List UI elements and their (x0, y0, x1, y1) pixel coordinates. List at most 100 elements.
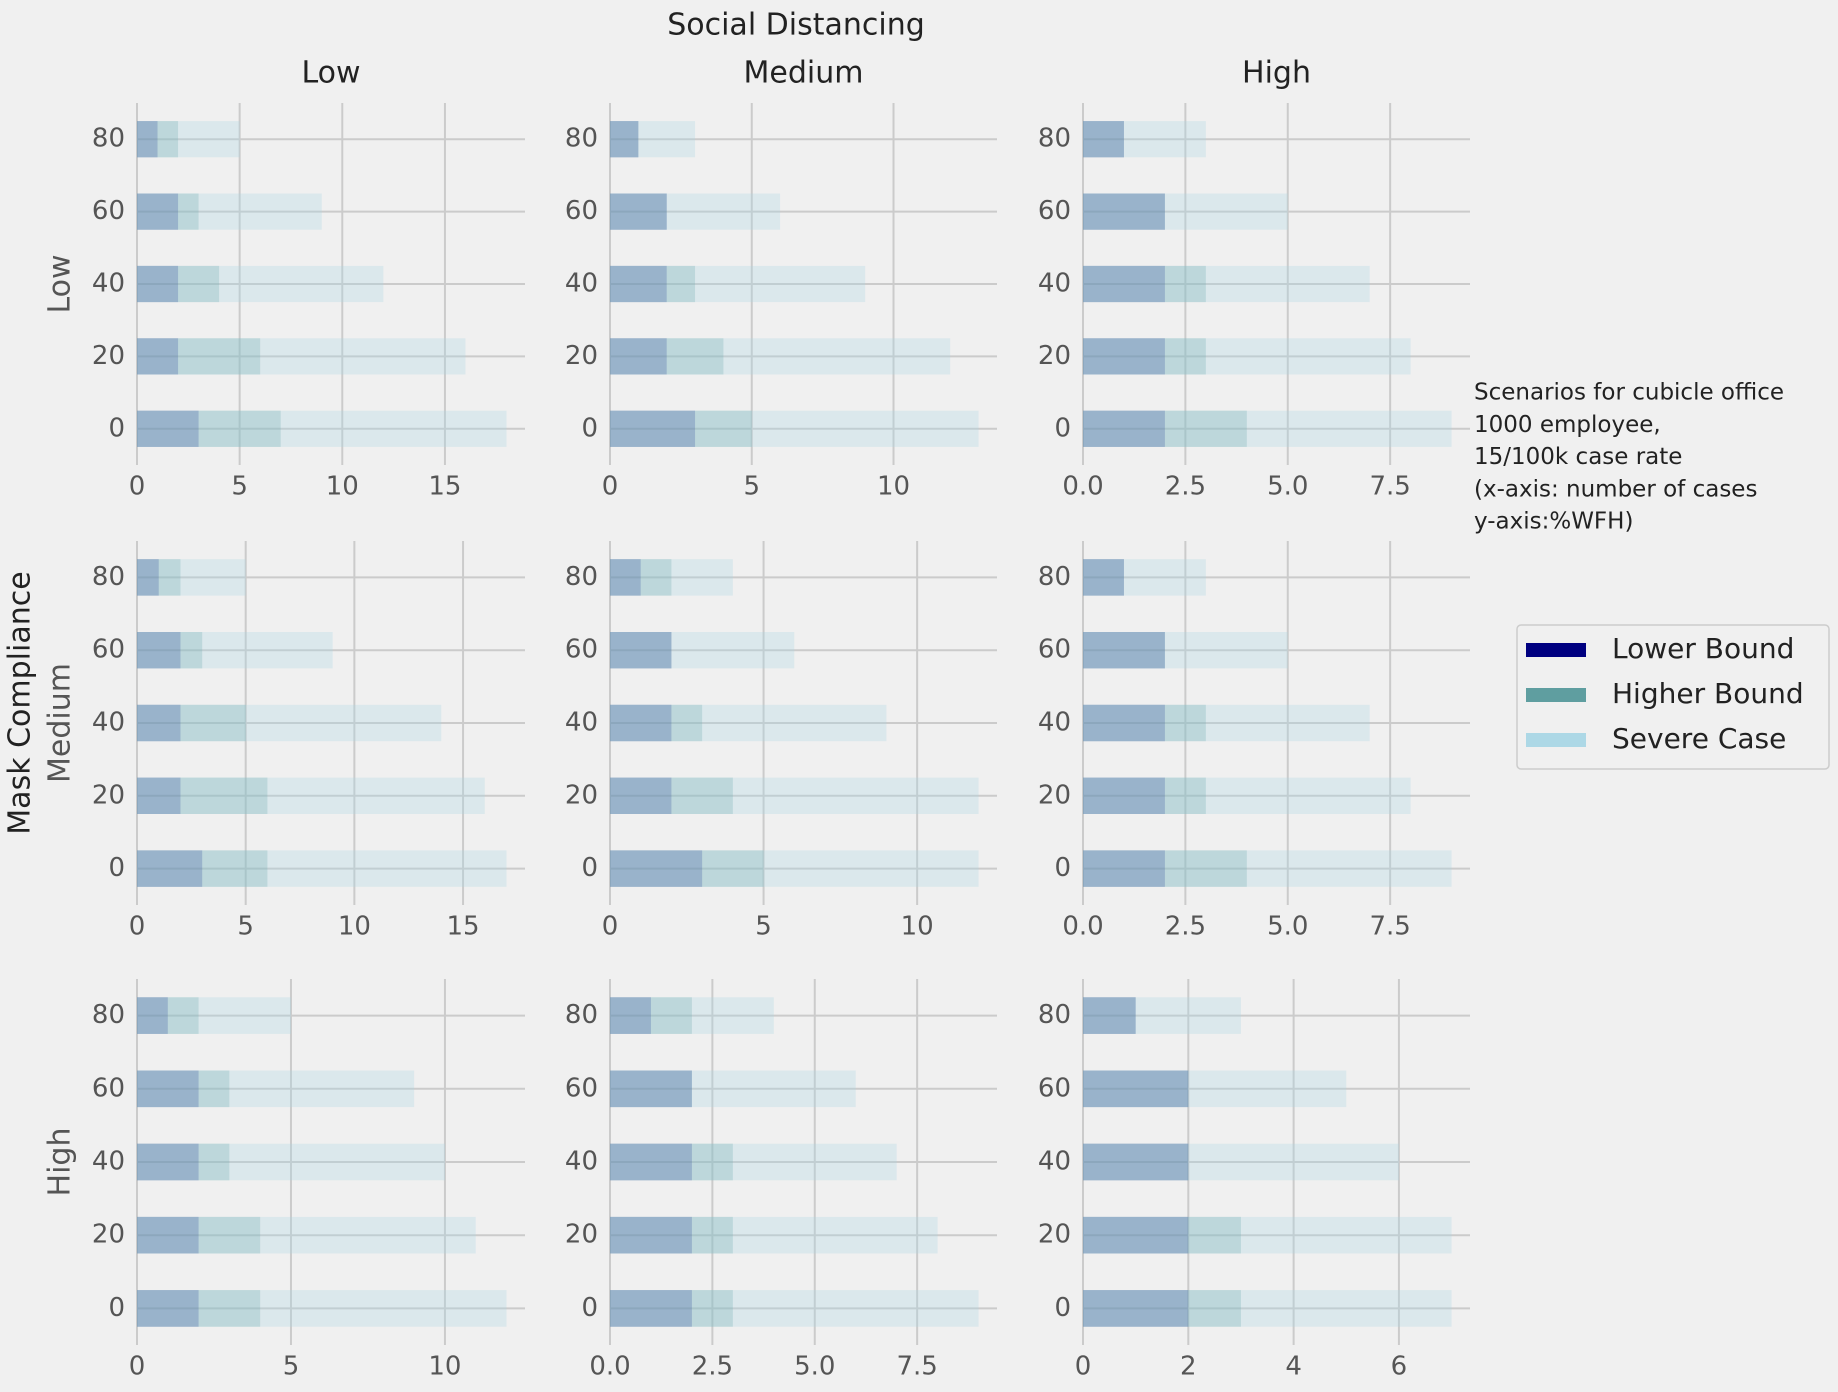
bar (610, 410, 752, 447)
y-tick-label: 0 (1054, 413, 1071, 443)
bar (1083, 410, 1165, 447)
y-tick-label: 60 (92, 196, 125, 226)
y-tick-label: 60 (1038, 1073, 1071, 1103)
bar (1083, 193, 1165, 230)
bar (610, 997, 651, 1034)
x-tick-label: 2.5 (1165, 912, 1206, 942)
legend-swatch (1526, 688, 1586, 702)
bar (1083, 338, 1206, 375)
bar (1083, 193, 1288, 230)
y-tick-label: 60 (565, 635, 598, 665)
bar (1083, 1216, 1189, 1254)
bar (1083, 1290, 1241, 1327)
y-tick-label: 0 (108, 1293, 125, 1323)
bar (1083, 1143, 1189, 1181)
bar (1083, 1143, 1399, 1181)
bar (610, 632, 672, 669)
bar (1083, 265, 1206, 303)
column-title: Medium (744, 56, 864, 91)
column-title: High (1242, 56, 1311, 91)
x-tick-label: 2.5 (1165, 472, 1206, 502)
bar (610, 1290, 733, 1327)
x-tick-label: 0 (1075, 1352, 1092, 1382)
y-tick-label: 40 (565, 269, 598, 299)
x-tick-label: 7.5 (1369, 472, 1410, 502)
x-tick-label: 2.5 (692, 1352, 733, 1382)
y-tick-label: 60 (1038, 196, 1071, 226)
bar (1083, 1216, 1452, 1254)
y-tick-label: 80 (1038, 562, 1071, 592)
y-tick-label: 80 (565, 562, 598, 592)
bar (137, 410, 199, 447)
x-tick-label: 15 (447, 912, 480, 942)
legend-box (1516, 624, 1830, 770)
y-tick-label: 60 (565, 196, 598, 226)
bar (610, 1070, 856, 1108)
y-tick-label: 60 (565, 1073, 598, 1103)
bar (610, 777, 979, 814)
y-tick-label: 20 (565, 341, 598, 371)
y-tick-label: 80 (1038, 1000, 1071, 1030)
y-tick-label: 20 (92, 341, 125, 371)
bar (610, 850, 703, 887)
bar (137, 121, 158, 158)
bar (1083, 559, 1124, 596)
bar (1083, 1070, 1189, 1108)
bar (137, 559, 159, 596)
annotation: 1000 employee, (1474, 412, 1661, 438)
bar (1083, 850, 1165, 887)
bar (1083, 1290, 1189, 1327)
bar (1083, 632, 1288, 669)
x-tick-label: 7.5 (896, 1352, 937, 1382)
y-tick-label: 60 (1038, 635, 1071, 665)
y-tick-label: 60 (92, 1073, 125, 1103)
bar (1083, 121, 1124, 158)
bar (137, 338, 261, 375)
x-tick-label: 10 (338, 912, 371, 942)
bar (1083, 777, 1411, 814)
bar (1083, 1290, 1452, 1327)
y-tick-label: 20 (92, 1220, 125, 1250)
x-tick-label: 10 (428, 1352, 461, 1382)
bar (137, 265, 179, 303)
bar (137, 559, 246, 596)
row-title: High (43, 1128, 78, 1197)
y-tick-label: 80 (1038, 124, 1071, 154)
y-tick-label: 40 (1038, 708, 1071, 738)
y-tick-label: 40 (565, 708, 598, 738)
bar (1083, 338, 1165, 375)
y-tick-label: 40 (1038, 1147, 1071, 1177)
x-tick-label: 5 (743, 472, 760, 502)
y-tick-label: 20 (1038, 1220, 1071, 1250)
bar (137, 850, 268, 887)
x-tick-label: 0 (129, 1352, 146, 1382)
y-tick-label: 80 (565, 124, 598, 154)
bar (1083, 1216, 1241, 1254)
legend-swatch (1526, 733, 1586, 747)
bar (610, 193, 781, 230)
bar (137, 777, 485, 814)
bar (610, 559, 672, 596)
bar (137, 265, 220, 303)
x-tick-label: 5 (231, 472, 248, 502)
bar (137, 997, 199, 1034)
bar (1083, 704, 1370, 742)
bar (610, 997, 692, 1034)
bar (610, 121, 639, 158)
y-tick-label: 80 (565, 1000, 598, 1030)
bar (137, 193, 322, 230)
y-tick-label: 80 (92, 1000, 125, 1030)
bar (610, 193, 667, 230)
y-tick-label: 40 (92, 708, 125, 738)
bar (1083, 410, 1247, 447)
bar (1083, 632, 1165, 669)
bar (137, 777, 181, 814)
bar (1083, 338, 1411, 375)
y-tick-label: 40 (565, 1147, 598, 1177)
x-tick-label: 0 (129, 912, 146, 942)
bar (610, 1216, 938, 1254)
y-tick-label: 40 (1038, 269, 1071, 299)
y-tick-label: 60 (92, 635, 125, 665)
bar (1083, 1070, 1347, 1108)
bar (137, 704, 181, 742)
